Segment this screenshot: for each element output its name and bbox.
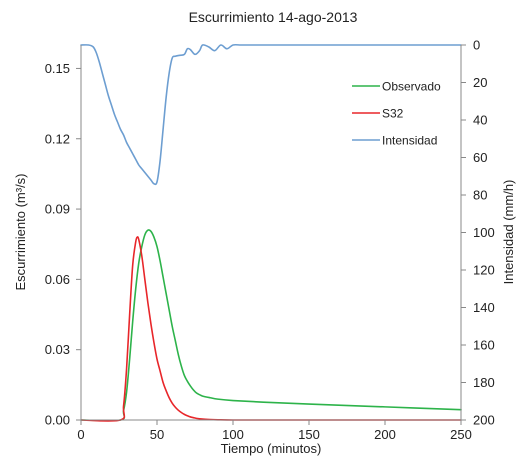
axes (80, 45, 462, 421)
y-right-tick-label: 40 (473, 113, 487, 128)
legend-label-s32: S32 (382, 107, 404, 121)
legend: Observado S32 Intensidad (352, 80, 441, 148)
chart-title: Escurrimiento 14-ago-2013 (189, 9, 358, 25)
y-right-tick-label: 160 (473, 338, 495, 353)
y-left-axis-ticks: 0.00 0.03 0.06 0.09 0.12 0.15 (45, 61, 81, 428)
y-right-tick-label: 60 (473, 150, 487, 165)
series-line-intensidad (80, 43, 462, 186)
x-axis-ticks: 0 50 100 150 200 250 (77, 420, 472, 442)
x-tick-label: 50 (150, 427, 164, 442)
y-left-axis-label: Escurrimiento (m³/s) (13, 173, 28, 290)
y-left-tick-label: 0.03 (45, 342, 70, 357)
y-left-tick-label: 0.15 (45, 61, 70, 76)
y-right-tick-label: 80 (473, 188, 487, 203)
y-right-tick-label: 120 (473, 263, 495, 278)
y-right-tick-label: 0 (473, 38, 480, 53)
y-right-tick-label: 200 (473, 413, 495, 428)
plot-area (80, 43, 462, 422)
legend-label-observado: Observado (382, 80, 441, 94)
series-line-observado (80, 229, 462, 422)
legend-label-intensidad: Intensidad (382, 134, 437, 148)
y-left-tick-label: 0.12 (45, 131, 70, 146)
y-left-tick-label: 0.06 (45, 272, 70, 287)
y-right-tick-label: 20 (473, 75, 487, 90)
x-tick-label: 250 (450, 427, 472, 442)
y-right-tick-label: 180 (473, 375, 495, 390)
x-tick-label: 0 (77, 427, 84, 442)
x-tick-label: 200 (374, 427, 396, 442)
y-right-tick-label: 140 (473, 300, 495, 315)
y-right-tick-label: 100 (473, 225, 495, 240)
y-left-tick-label: 0.00 (45, 413, 70, 428)
y-right-axis-ticks: 0 20 40 60 80 100 120 140 160 180 200 (461, 38, 495, 428)
x-axis-label: Tiempo (minutos) (221, 441, 322, 456)
x-tick-label: 100 (222, 427, 244, 442)
y-right-axis-label: Intensidad (mm/h) (501, 180, 516, 285)
x-tick-label: 150 (298, 427, 320, 442)
y-left-tick-label: 0.09 (45, 202, 70, 217)
